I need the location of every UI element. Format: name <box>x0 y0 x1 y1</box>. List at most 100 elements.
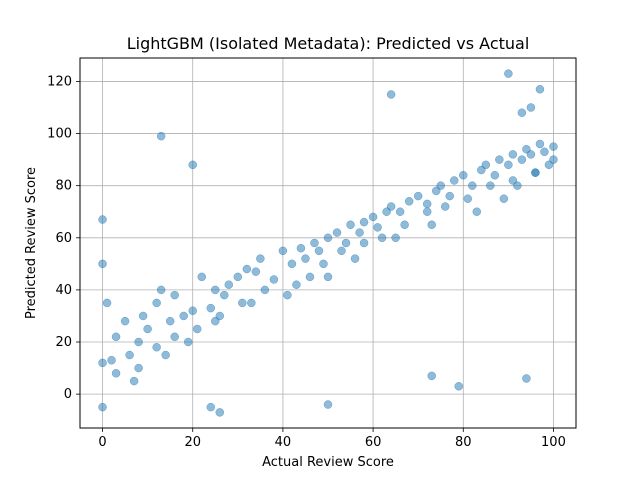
data-point <box>526 103 536 112</box>
data-point <box>238 298 247 308</box>
data-point <box>427 371 436 381</box>
data-point <box>310 238 319 248</box>
data-point <box>490 171 500 180</box>
data-point <box>215 408 225 417</box>
x-tick-label: 80 <box>455 435 472 450</box>
y-tick-label: 20 <box>55 335 72 350</box>
data-point <box>481 160 491 170</box>
data-point <box>468 181 477 190</box>
data-point <box>499 194 509 203</box>
data-point <box>129 376 139 386</box>
data-point <box>283 290 292 300</box>
y-axis-ticks: 0 20 40 60 80 100 120 <box>47 74 80 402</box>
data-point <box>486 181 495 190</box>
data-point <box>305 272 315 282</box>
data-point <box>427 220 436 230</box>
data-point <box>156 131 166 141</box>
data-point <box>472 207 482 216</box>
data-point <box>111 369 121 378</box>
data-point <box>540 147 549 157</box>
data-point <box>152 342 161 352</box>
data-point <box>292 280 301 289</box>
data-point <box>513 181 522 190</box>
data-point <box>422 199 432 209</box>
data-point <box>517 108 527 117</box>
data-point <box>211 316 220 326</box>
data-point <box>224 280 234 289</box>
data-point <box>531 168 540 177</box>
data-point <box>436 181 445 190</box>
data-point <box>220 290 229 300</box>
x-tick-label: 100 <box>541 435 566 450</box>
x-axis-ticks: 0 20 40 60 80 100 <box>98 428 566 450</box>
data-point <box>156 285 166 295</box>
data-point <box>134 363 143 373</box>
data-point <box>517 155 527 164</box>
data-point <box>251 267 261 276</box>
data-point <box>323 233 333 243</box>
x-axis-label: Actual Review Score <box>262 455 394 470</box>
data-points <box>98 69 558 417</box>
data-point <box>359 217 369 227</box>
data-point <box>450 176 459 185</box>
y-tick-label: 0 <box>64 387 72 402</box>
data-point <box>526 150 536 159</box>
data-point <box>170 332 179 342</box>
data-point <box>120 316 130 326</box>
data-point <box>301 254 310 263</box>
data-point <box>350 254 360 263</box>
data-point <box>98 402 107 412</box>
data-point <box>386 202 396 211</box>
data-point <box>463 194 473 203</box>
data-point <box>125 350 134 360</box>
data-point <box>355 228 364 237</box>
data-point <box>183 337 193 347</box>
x-tick-label: 20 <box>184 435 201 450</box>
data-point <box>422 207 432 216</box>
data-point <box>544 160 554 170</box>
data-point <box>197 272 206 282</box>
data-point <box>454 382 464 391</box>
data-point <box>368 212 378 222</box>
data-point <box>377 233 387 243</box>
data-point <box>98 215 107 224</box>
data-point <box>508 150 518 159</box>
data-point <box>413 191 423 201</box>
data-point <box>165 316 175 326</box>
data-point <box>391 233 400 243</box>
y-tick-label: 60 <box>55 231 72 246</box>
data-point <box>535 139 545 149</box>
data-point <box>161 350 170 360</box>
data-point <box>179 311 188 321</box>
data-point <box>504 69 513 78</box>
data-point <box>323 272 333 282</box>
grid-lines <box>80 58 576 428</box>
data-point <box>535 85 545 94</box>
data-point <box>107 356 116 365</box>
data-point <box>319 259 328 269</box>
data-point <box>170 290 179 300</box>
data-point <box>400 220 409 230</box>
data-point <box>188 306 197 315</box>
data-point <box>98 358 107 368</box>
data-point <box>143 324 152 334</box>
data-point <box>459 171 468 180</box>
chart-title: LightGBM (Isolated Metadata): Predicted … <box>127 34 530 53</box>
data-point <box>495 155 504 164</box>
x-tick-label: 60 <box>365 435 382 450</box>
data-point <box>211 285 220 295</box>
y-tick-label: 80 <box>55 179 72 194</box>
data-point <box>296 243 306 253</box>
data-point <box>138 311 148 321</box>
data-point <box>404 197 414 206</box>
y-tick-label: 100 <box>47 127 72 142</box>
data-point <box>192 324 202 334</box>
data-point <box>260 285 270 295</box>
data-point <box>98 259 107 269</box>
data-point <box>504 160 513 170</box>
x-tick-label: 0 <box>98 435 106 450</box>
data-point <box>395 207 405 216</box>
data-point <box>134 337 143 347</box>
plot-frame <box>79 57 577 429</box>
data-point <box>332 228 342 237</box>
